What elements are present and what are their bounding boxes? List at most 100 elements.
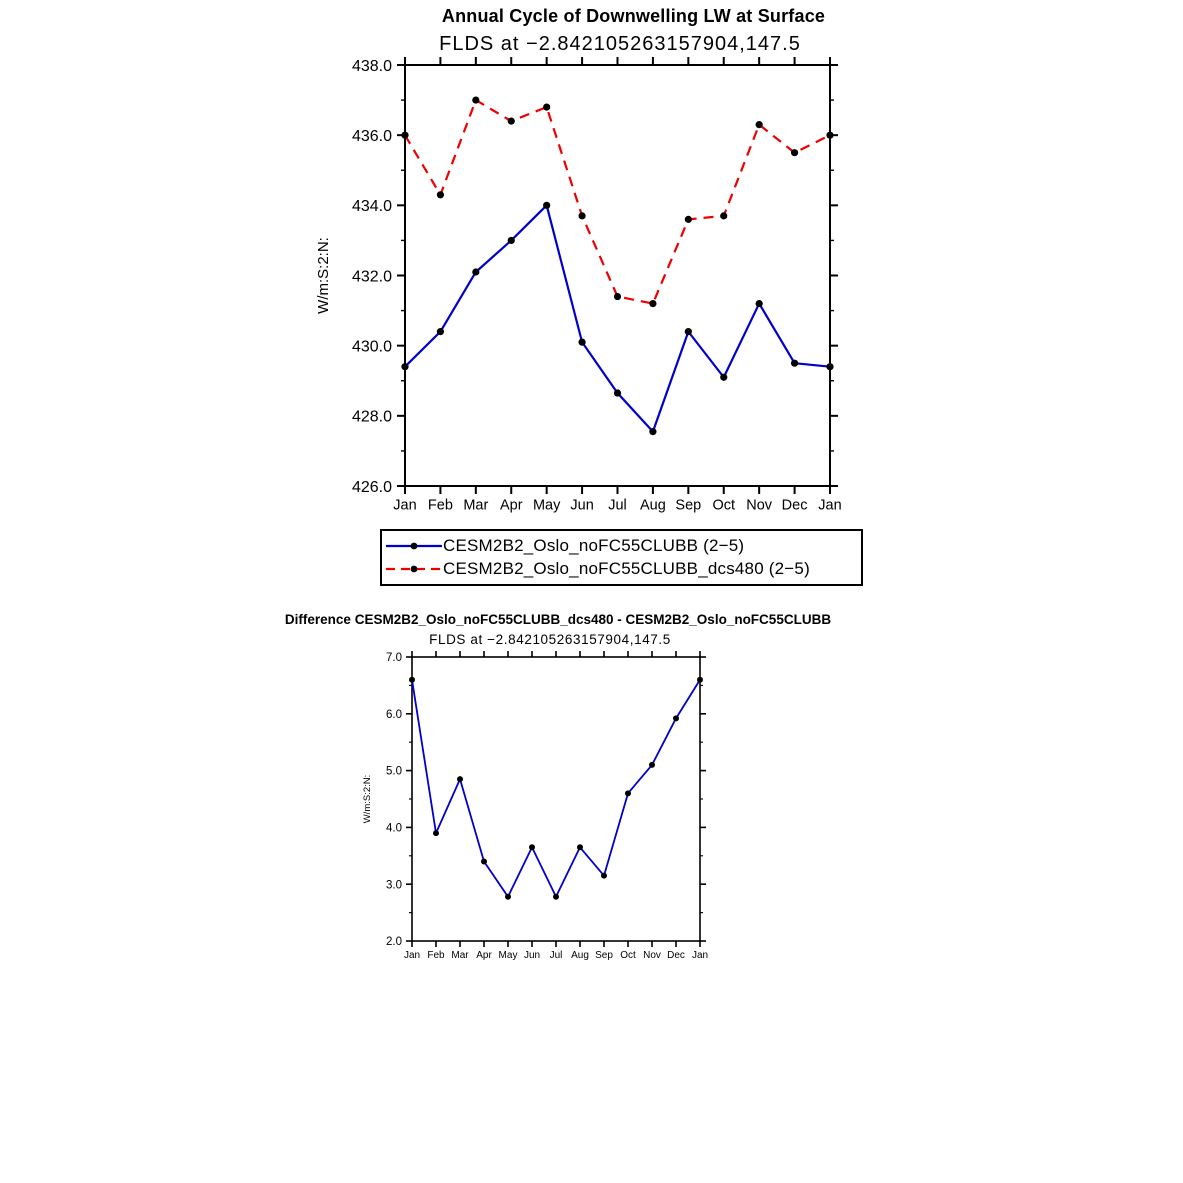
data-point (543, 103, 551, 111)
y-tick-label: 7.0 (386, 652, 402, 664)
x-tick-label: Mar (463, 498, 488, 514)
y-tick-label: 6.0 (386, 709, 402, 721)
legend-line-sample (386, 542, 442, 550)
data-point (684, 328, 692, 336)
data-point (613, 389, 622, 397)
difference-chart: 2.0 3.0 4.0 5.0 6.0 7.0 Jan Feb Mar Apr May Jun Jul A… (362, 651, 708, 961)
plot-frame (411, 656, 701, 942)
data-point (790, 359, 799, 367)
data-point (436, 191, 445, 199)
x-tick-label: May (499, 950, 518, 961)
x-tick-label: Oct (712, 498, 735, 514)
bottom-chart-subtitle: FLDS at −2.842105263157904,147.5 (429, 632, 671, 647)
data-point (577, 844, 583, 851)
data-point (505, 893, 511, 900)
legend: CESM2B2_Oslo_noFC55CLUBB (2−5) CESM2B2_Os… (380, 529, 863, 586)
data-point (472, 96, 480, 104)
y-tick-label: 438.0 (352, 58, 392, 75)
x-tick-label: Jan (818, 498, 841, 514)
y-tick-label: 2.0 (386, 936, 402, 948)
x-tick-label: Jul (608, 498, 627, 514)
x-tick-label: Dec (782, 498, 808, 514)
data-point (649, 299, 657, 308)
x-tick-label: Apr (500, 498, 523, 514)
legend-item: CESM2B2_Oslo_noFC55CLUBB (2−5) (385, 536, 858, 556)
legend-marker (410, 565, 418, 573)
data-point (401, 363, 409, 371)
x-tick-label: Aug (640, 498, 666, 514)
x-tick-label: Jul (550, 950, 563, 961)
x-tick-label: Feb (427, 950, 445, 961)
x-tick-label: Jun (570, 498, 593, 514)
data-point (625, 790, 631, 797)
data-point (433, 830, 439, 837)
data-point (826, 363, 834, 371)
x-tick-label: Nov (746, 498, 773, 514)
data-point (684, 215, 692, 223)
data-point (553, 893, 559, 900)
x-tick-label: Mar (451, 950, 469, 961)
x-tick-label: Jun (524, 950, 540, 961)
series-line-1 (404, 98, 831, 305)
legend-marker (410, 542, 418, 550)
x-tick-label: Feb (428, 498, 453, 514)
y-tick-label: 434.0 (352, 198, 392, 215)
legend-label: CESM2B2_Oslo_noFC55CLUBB (2−5) (443, 535, 745, 555)
y-tick-label: 428.0 (352, 409, 392, 426)
x-tick-label: Jan (393, 498, 416, 514)
data-point (578, 338, 586, 346)
data-point (507, 236, 515, 245)
data-point (457, 776, 463, 783)
data-point (578, 212, 586, 220)
data-point (755, 299, 763, 308)
x-tick-label: Oct (620, 950, 636, 961)
series-line-0 (404, 204, 831, 433)
x-tick-label: Sep (675, 498, 701, 514)
x-tick-label: Dec (667, 950, 685, 961)
y-axis-label: W/m:S:2:N: (315, 237, 332, 314)
data-point (409, 676, 415, 683)
data-point (436, 328, 445, 336)
y-tick-label: 436.0 (352, 128, 392, 145)
data-point (755, 121, 763, 129)
top-chart-subtitle: FLDS at −2.842105263157904,147.5 (439, 33, 801, 55)
x-tick-label: Apr (476, 950, 492, 961)
data-point (673, 715, 679, 722)
x-tick-label: May (533, 498, 561, 514)
y-tick-label: 430.0 (352, 338, 392, 355)
x-tick-label: Nov (643, 950, 661, 961)
y-tick-label: 426.0 (352, 479, 392, 496)
data-point (543, 201, 551, 209)
data-point (720, 373, 728, 381)
x-tick-label: Jan (404, 950, 420, 961)
annual-cycle-chart: 426.0 428.0 430.0 432.0 434.0 436.0 438.0 Jan Fe… (315, 57, 842, 514)
data-point (481, 858, 487, 865)
data-point (720, 212, 728, 220)
data-point (649, 428, 657, 436)
y-tick-label: 432.0 (352, 268, 392, 285)
legend-line-sample (386, 565, 442, 573)
data-point (613, 292, 622, 301)
data-point (507, 117, 515, 125)
y-tick-label: 3.0 (386, 879, 402, 891)
data-point (649, 761, 655, 768)
series-line-0 (411, 679, 701, 898)
x-tick-label: Jan (692, 950, 708, 961)
data-point (472, 268, 480, 276)
x-tick-label: Aug (571, 950, 589, 961)
data-point (601, 872, 607, 879)
data-point (529, 844, 535, 851)
data-point (401, 131, 409, 139)
plot-frame (404, 64, 831, 487)
legend-label: CESM2B2_Oslo_noFC55CLUBB_dcs480 (2−5) (443, 559, 810, 579)
y-tick-label: 5.0 (386, 766, 402, 778)
data-point (697, 676, 703, 683)
x-tick-label: Sep (595, 950, 613, 961)
data-point (826, 131, 834, 139)
data-point (790, 149, 799, 157)
bottom-chart-title: Difference CESM2B2_Oslo_noFC55CLUBB_dcs4… (284, 612, 832, 627)
legend-item: CESM2B2_Oslo_noFC55CLUBB_dcs480 (2−5) (385, 559, 858, 579)
y-tick-label: 4.0 (386, 823, 402, 835)
top-chart-title: Annual Cycle of Downwelling LW at Surfac… (441, 6, 826, 26)
